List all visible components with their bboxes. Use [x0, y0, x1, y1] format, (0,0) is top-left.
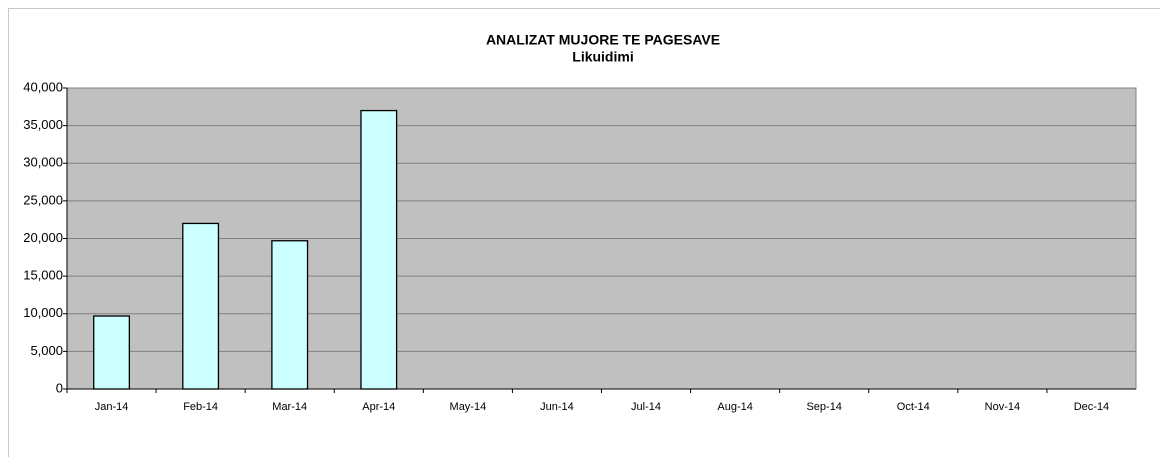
x-tick-label: Jun-14 [540, 401, 574, 413]
x-tick-label: Sep-14 [806, 401, 841, 413]
y-tick-label: 35,000 [23, 117, 63, 132]
y-tick-label: 30,000 [23, 155, 63, 170]
bar [182, 222, 220, 390]
x-tick-label: Feb-14 [183, 401, 218, 413]
bar [271, 240, 309, 390]
x-tick-label: Apr-14 [362, 401, 395, 413]
y-tick-label: 20,000 [23, 230, 63, 245]
x-tick-label: Oct-14 [897, 401, 930, 413]
x-tick-label: Nov-14 [985, 401, 1020, 413]
x-tick-label: Aug-14 [717, 401, 752, 413]
bar [93, 315, 131, 390]
y-tick-label: 0 [56, 380, 63, 395]
y-tick-label: 5,000 [30, 343, 63, 358]
y-tick-label: 15,000 [23, 268, 63, 283]
y-tick-label: 10,000 [23, 305, 63, 320]
x-tick-label: Jan-14 [95, 401, 129, 413]
chart-title: ANALIZAT MUJORE TE PAGESAVE [486, 32, 720, 48]
y-tick-label: 40,000 [23, 79, 63, 94]
bar [360, 109, 398, 390]
chart-subtitle: Likuidimi [572, 49, 633, 65]
x-tick-label: Mar-14 [272, 401, 307, 413]
x-tick-label: Jul-14 [631, 401, 661, 413]
x-tick-label: Dec-14 [1074, 401, 1109, 413]
x-tick-label: May-14 [450, 401, 487, 413]
y-tick-label: 25,000 [23, 192, 63, 207]
